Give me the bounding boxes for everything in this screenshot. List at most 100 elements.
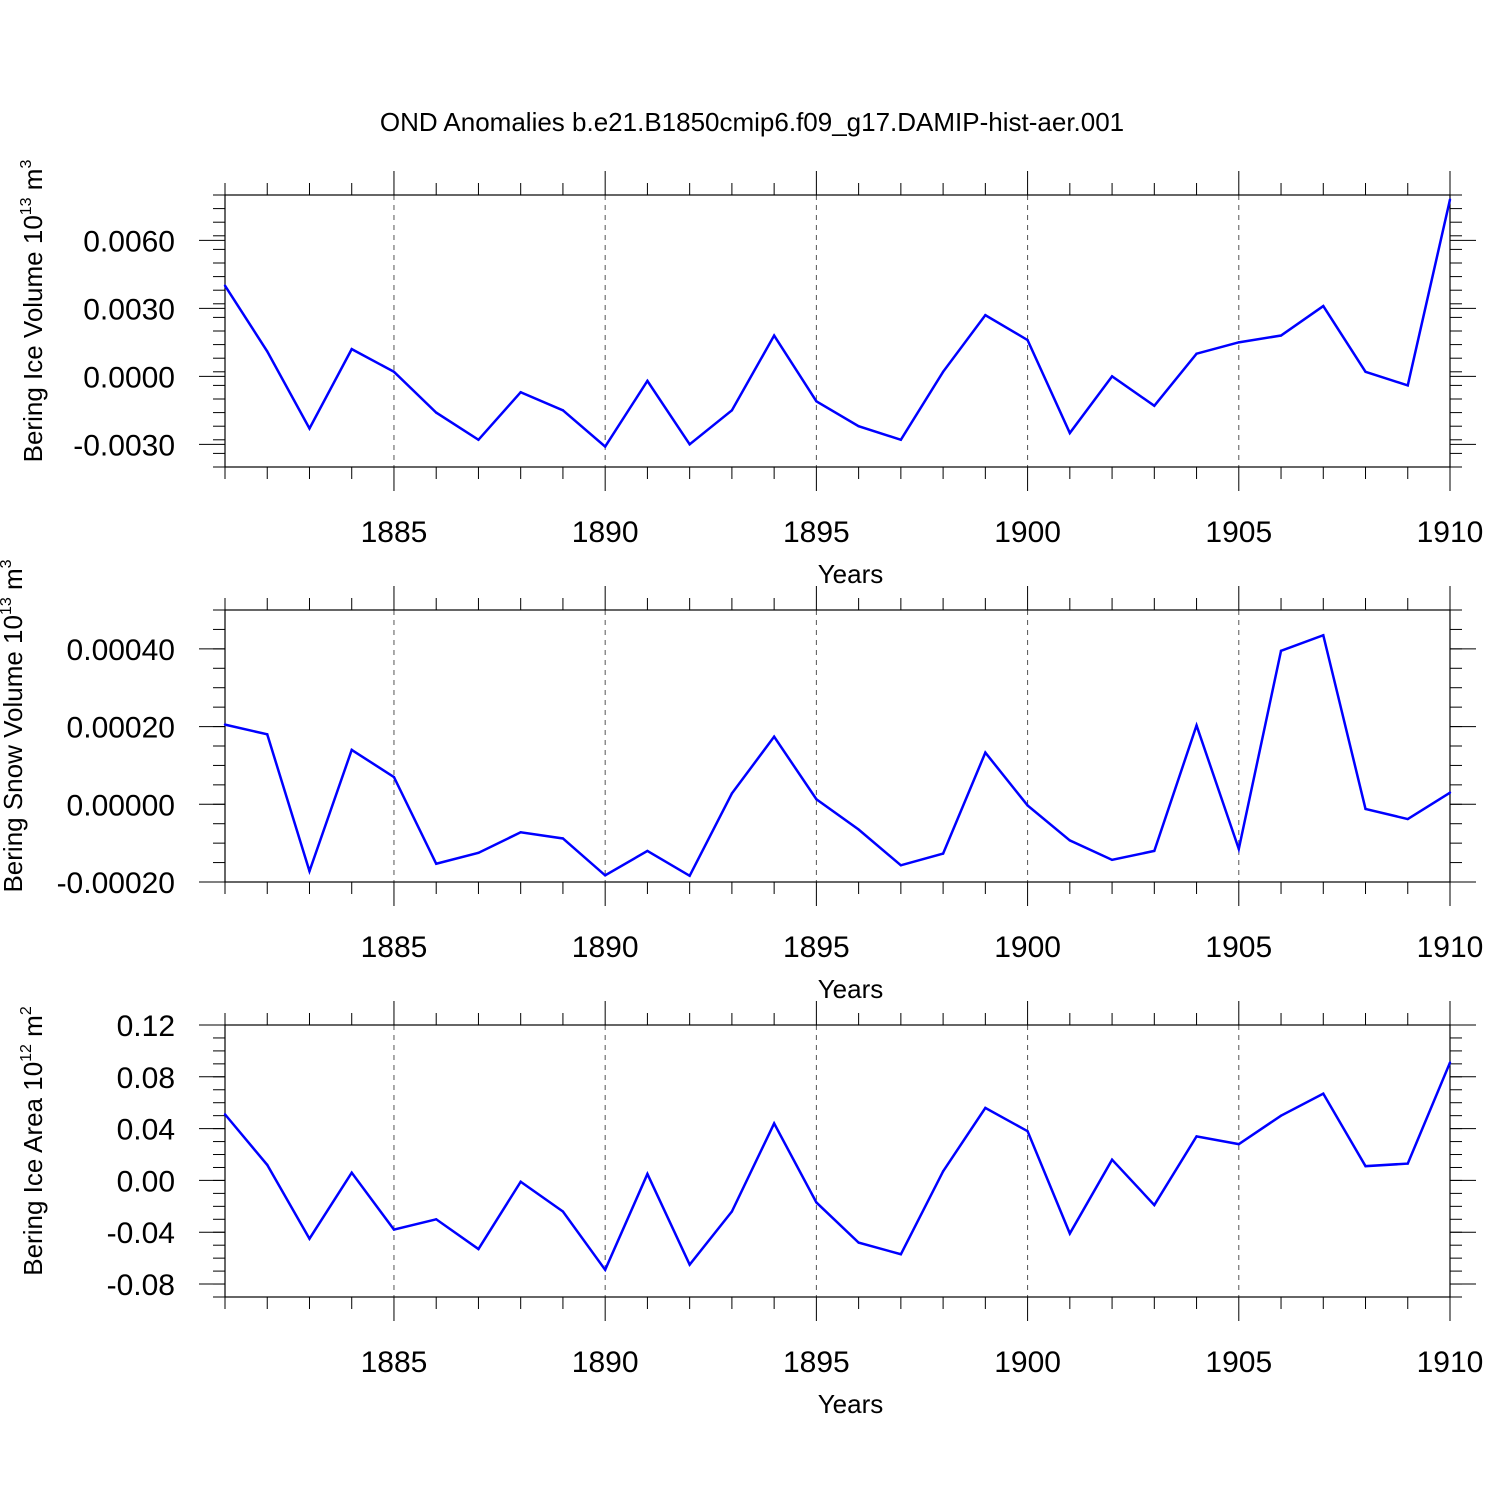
bering-ice-volume-data-point: [435, 411, 438, 414]
y-axis-label-text: Bering Ice Volume: [18, 244, 48, 462]
bering-ice-volume-data-point: [308, 427, 311, 430]
bering-snow-volume-data-point: [984, 751, 987, 754]
bering-snow-volume-data-point: [1153, 849, 1156, 853]
bering-ice-volume-data-point: [984, 313, 987, 317]
y-tick-label: -0.04: [107, 1217, 175, 1250]
bering-snow-volume-panel: 1885 1890 1895 1900 1905 1910 -0.00020 0.00000 0…: [0, 559, 1483, 1004]
bering-snow-volume-data-point: [1279, 649, 1283, 652]
bering-ice-area-data-point: [730, 1210, 734, 1213]
bering-ice-area-data-point: [1026, 1130, 1029, 1133]
x-tick-label: 1910: [1417, 516, 1484, 549]
y-tick-label: 0.0000: [83, 361, 175, 394]
bering-snow-volume-data-point: [857, 828, 860, 831]
y-tick-label: -0.0030: [73, 429, 175, 462]
bering-snow-volume-series-line: [224, 633, 1451, 878]
bering-ice-area-data-point: [1406, 1162, 1409, 1165]
bering-ice-area-data-point: [1364, 1164, 1367, 1168]
x-tick-label: 1910: [1417, 1346, 1484, 1379]
y-tick-label: 0.12: [117, 1010, 175, 1043]
y-tick-label: 0.00020: [67, 712, 175, 745]
bering-ice-volume-series-line: [223, 199, 1452, 449]
x-tick-label: 1885: [361, 1346, 428, 1379]
bering-ice-area-data-point: [308, 1237, 311, 1240]
bering-ice-area-data-point: [1195, 1135, 1198, 1138]
y-axis-unit-base: 10: [0, 615, 28, 644]
bering-ice-area-series-line: [224, 1062, 1452, 1273]
bering-ice-area-data-point: [603, 1268, 607, 1272]
bering-snow-volume-data-point: [688, 874, 691, 877]
y-tick-label: 0.04: [117, 1114, 175, 1147]
bering-ice-volume-data-point: [603, 445, 607, 448]
plot-frame: [224, 1024, 1451, 1298]
bering-ice-volume-data-point: [477, 438, 480, 441]
bering-ice-area-data-point: [266, 1163, 269, 1167]
bering-ice-area-data-point: [646, 1172, 649, 1176]
bering-snow-volume-data-point: [899, 864, 903, 867]
bering-snow-volume-data-point: [477, 851, 480, 855]
y-tick-label: 0.0030: [83, 293, 175, 326]
bering-ice-area-panel: 1885 1890 1895 1900 1905 1910 -0.08 -0.04 0.00 0.…: [18, 1001, 1483, 1419]
bering-ice-area-data-point: [857, 1241, 860, 1244]
bering-ice-area-data-point: [561, 1210, 565, 1213]
bering-snow-volume-data-point: [941, 852, 945, 855]
bering-ice-area-data-point: [477, 1247, 480, 1251]
bering-ice-volume-data-point: [223, 284, 227, 287]
y-axis-unit-exponent: 13: [0, 597, 15, 615]
bering-ice-volume-data-point: [941, 370, 945, 373]
x-tick-label: 1900: [994, 516, 1061, 549]
x-tick-label: 1895: [783, 516, 850, 549]
bering-snow-volume-data-point: [223, 723, 227, 726]
bering-ice-area-data-point: [1322, 1092, 1325, 1095]
y-axis-unit-exponent: 2: [18, 1006, 35, 1015]
bering-ice-volume-data-point: [266, 350, 269, 353]
plot-frame: [224, 194, 1451, 468]
x-axis-title: Years: [818, 1389, 884, 1419]
bering-snow-volume-data-point: [392, 775, 396, 779]
bering-ice-volume-panel: 1885 1890 1895 1900 1905 1910 -0.0030 0.0000 0.0…: [18, 160, 1483, 589]
x-tick-label: 1910: [1417, 931, 1484, 964]
y-axis-unit: m: [0, 568, 28, 597]
bering-ice-area-data-point: [1237, 1142, 1240, 1146]
bering-ice-area-data-point: [519, 1180, 522, 1183]
bering-ice-volume-data-point: [646, 379, 649, 383]
bering-snow-volume-data-point: [1322, 634, 1325, 637]
chart-title: OND Anomalies b.e21.B1850cmip6.f09_g17.D…: [380, 107, 1124, 137]
bering-snow-volume-data-point: [435, 862, 438, 865]
bering-snow-volume-data-point: [519, 831, 522, 834]
bering-ice-area-data-point: [688, 1263, 691, 1266]
bering-ice-area-data-point: [1279, 1114, 1283, 1117]
bering-ice-volume-data-point: [561, 409, 565, 412]
bering-ice-area-data-point: [941, 1170, 945, 1173]
bering-ice-area-data-point: [772, 1122, 776, 1125]
bering-ice-volume-data-point: [1195, 352, 1198, 355]
bering-ice-area-data-point: [984, 1106, 987, 1110]
y-tick-label: 0.00040: [67, 634, 175, 667]
bering-ice-volume-data-point: [857, 425, 860, 428]
bering-ice-volume-data-point: [1110, 375, 1114, 378]
y-tick-label: -0.08: [107, 1269, 175, 1302]
bering-ice-volume-data-point: [1153, 404, 1156, 407]
bering-ice-volume-data-point: [688, 443, 691, 446]
x-tick-label: 1885: [361, 516, 428, 549]
bering-ice-area-data-point: [223, 1113, 227, 1116]
x-tick-label: 1895: [783, 931, 850, 964]
bering-ice-volume-data-point: [1406, 384, 1409, 387]
x-tick-label: 1890: [572, 516, 639, 549]
y-axis-label-text: Bering Ice Area: [18, 1091, 48, 1276]
bering-ice-volume-data-point: [519, 391, 522, 394]
bering-ice-area-data-point: [350, 1171, 353, 1174]
bering-ice-area-data-point: [1110, 1158, 1114, 1161]
plot-frame: [224, 609, 1451, 883]
y-tick-label: 0.08: [117, 1062, 175, 1095]
bering-ice-volume-data-point: [1237, 341, 1240, 344]
x-tick-label: 1900: [994, 1346, 1061, 1379]
bering-ice-volume-data-point: [899, 438, 903, 441]
bering-snow-volume-data-point: [1068, 839, 1072, 842]
bering-ice-area-data-point: [815, 1201, 818, 1204]
bering-snow-volume-data-point: [561, 837, 565, 840]
bering-ice-volume-data-point: [1026, 338, 1029, 342]
x-tick-label: 1905: [1205, 1346, 1272, 1379]
bering-snow-volume-data-point: [1026, 804, 1029, 807]
bering-ice-volume-data-point: [1448, 198, 1452, 201]
x-tick-label: 1890: [572, 931, 639, 964]
